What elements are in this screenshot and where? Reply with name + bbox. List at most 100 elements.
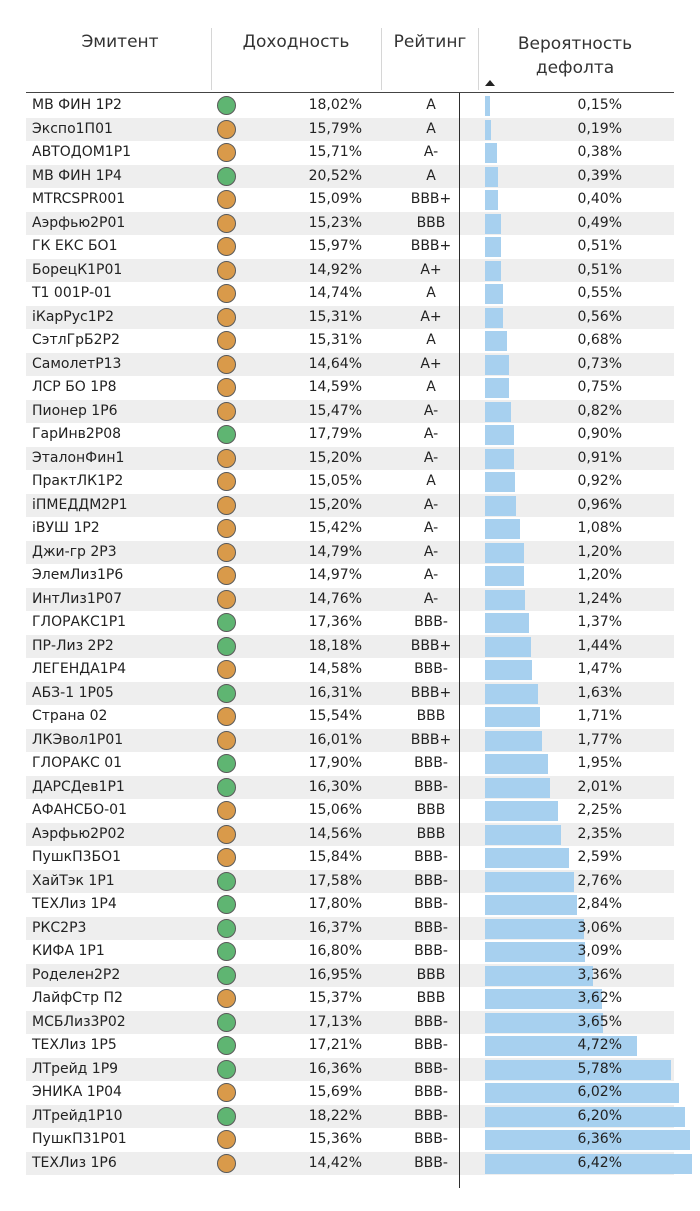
status-indicator-icon xyxy=(217,190,236,209)
table-row[interactable]: iПМЕДДМ2Р1 15,20% A- 0,96% xyxy=(26,493,674,517)
table-row[interactable]: Роделен2Р2 16,95% BBB 3,36% xyxy=(26,963,674,987)
table-row[interactable]: Аэрфью2Р02 14,56% BBB 2,35% xyxy=(26,822,674,846)
default-probability-bar xyxy=(485,166,498,187)
default-probability-cell: 1,95% xyxy=(577,755,622,771)
default-probability-cell: 0,92% xyxy=(577,473,622,489)
table-row[interactable]: Джи-гр 2Р3 14,79% A- 1,20% xyxy=(26,540,674,564)
table-row[interactable]: ДАРСДев1Р1 16,30% BBB- 2,01% xyxy=(26,775,674,799)
table-row[interactable]: ЛайфСтр П2 15,37% BBB 3,62% xyxy=(26,987,674,1011)
default-probability-bar xyxy=(485,895,577,915)
table-row[interactable]: ТЕХЛиз 1Р6 14,42% BBB- 6,42% xyxy=(26,1151,692,1175)
table-row[interactable]: iКарРус1Р2 15,31% A+ 0,56% xyxy=(26,305,674,329)
table-row[interactable]: АФАНСБО-01 15,06% BBB 2,25% xyxy=(26,799,674,823)
yield-cell: 17,80% xyxy=(308,896,362,912)
table-row[interactable]: ГК ЕКС БО1 15,97% BBB+ 0,51% xyxy=(26,235,674,259)
issuer-cell: ИнтЛиз1Р07 xyxy=(32,590,123,607)
default-probability-cell: 3,62% xyxy=(577,990,622,1006)
rating-cell: A- xyxy=(423,567,439,583)
table-row[interactable]: Пионер 1Р6 15,47% A- 0,82% xyxy=(26,399,674,423)
issuer-cell: Роделен2Р2 xyxy=(32,966,121,983)
table-row[interactable]: ХайТэк 1Р1 17,58% BBB- 2,76% xyxy=(26,869,674,893)
table-row[interactable]: АБЗ-1 1Р05 16,31% BBB+ 1,63% xyxy=(26,681,674,705)
table-row[interactable]: ЭталонФин1 15,20% A- 0,91% xyxy=(26,446,674,470)
issuer-cell: Т1 001Р-01 xyxy=(32,285,112,301)
rating-cell: BBB xyxy=(416,990,446,1006)
table-row[interactable]: ПушкП31Р01 15,36% BBB- 6,36% xyxy=(26,1128,691,1152)
table-row[interactable]: МВ ФИН 1Р4 20,52% A 0,39% xyxy=(26,164,674,188)
column-separator xyxy=(381,28,382,90)
table-row[interactable]: iВУШ 1Р2 15,42% A- 1,08% xyxy=(26,517,674,541)
yield-cell: 15,31% xyxy=(308,308,362,325)
default-probability-cell: 1,71% xyxy=(577,708,622,724)
table-row[interactable]: ГЛОРАКС 01 17,90% BBB- 1,95% xyxy=(26,752,674,776)
status-indicator-icon xyxy=(217,824,236,844)
issuer-cell: ПушкП3БО1 xyxy=(32,849,122,865)
table-row[interactable]: ТЕХЛиз 1Р4 17,80% BBB- 2,84% xyxy=(26,893,674,917)
table-row[interactable]: ТЕХЛиз 1Р5 17,21% BBB- 4,72% xyxy=(26,1034,674,1058)
yield-cell: 15,69% xyxy=(308,1084,362,1100)
table-row[interactable]: MTRCSPR001 15,09% BBB+ 0,40% xyxy=(26,188,674,212)
table-row[interactable]: БорецК1Р01 14,92% A+ 0,51% xyxy=(26,258,674,282)
default-probability-bar xyxy=(485,472,515,492)
table-row[interactable]: ПрактЛК1Р2 15,05% A 0,92% xyxy=(26,470,674,494)
table-row[interactable]: МВ ФИН 1Р2 18,02% A 0,15% xyxy=(26,94,674,118)
table-row[interactable]: Т1 001Р-01 14,74% A 0,55% xyxy=(26,282,674,306)
yield-cell: 15,71% xyxy=(308,144,362,160)
default-probability-cell: 4,72% xyxy=(577,1037,622,1053)
default-probability-cell: 1,47% xyxy=(577,661,622,677)
status-indicator-icon xyxy=(217,307,236,327)
table-row[interactable]: ЛСР БО 1Р8 14,59% A 0,75% xyxy=(26,376,674,400)
table-row[interactable]: ЭлемЛиз1Р6 14,97% A- 1,20% xyxy=(26,564,674,588)
column-header-yield[interactable]: Доходность xyxy=(242,32,350,52)
default-probability-bar xyxy=(485,378,510,398)
table-row[interactable]: РКС2Р3 16,37% BBB- 3,06% xyxy=(26,916,674,940)
status-indicator-icon xyxy=(217,660,236,679)
table-row[interactable]: ЛКЭвол1Р01 16,01% BBB+ 1,77% xyxy=(26,728,674,752)
rating-cell: BBB- xyxy=(414,1060,448,1077)
default-probability-cell: 1,08% xyxy=(577,520,622,536)
status-indicator-icon xyxy=(217,401,236,421)
column-header-issuer[interactable]: Эмитент xyxy=(81,32,159,52)
table-row[interactable]: СэтлГрБ2Р2 15,31% A 0,68% xyxy=(26,329,674,353)
default-probability-bar xyxy=(485,307,504,328)
column-header-default-probability[interactable]: Вероятность дефолта xyxy=(480,32,670,80)
table-row[interactable]: Аэрфью2Р01 15,23% BBB 0,49% xyxy=(26,211,674,235)
default-probability-bar xyxy=(485,566,524,586)
table-row[interactable]: ЛТрейд1Р10 18,22% BBB- 6,20% xyxy=(26,1104,685,1128)
table-row[interactable]: АВТОДОМ1Р1 15,71% A- 0,38% xyxy=(26,141,674,165)
table-row[interactable]: ЛТрейд 1Р9 16,36% BBB- 5,78% xyxy=(26,1057,674,1081)
table-row[interactable]: ЭНИКА 1Р04 15,69% BBB- 6,02% xyxy=(26,1081,680,1105)
rating-cell: A- xyxy=(423,402,439,419)
yield-cell: 14,42% xyxy=(308,1154,362,1171)
yield-cell: 15,20% xyxy=(308,496,362,513)
issuer-cell: Экспо1П01 xyxy=(32,120,113,137)
table-row[interactable]: КИФА 1Р1 16,80% BBB- 3,09% xyxy=(26,940,674,964)
yield-cell: 16,95% xyxy=(308,966,362,983)
status-indicator-icon xyxy=(217,96,236,115)
sort-ascending-icon[interactable] xyxy=(485,80,495,86)
header-divider xyxy=(26,92,674,93)
status-indicator-icon xyxy=(217,331,236,350)
status-indicator-icon xyxy=(217,495,236,515)
issuer-cell: ЭНИКА 1Р04 xyxy=(32,1084,122,1100)
table-row[interactable]: ПР-Лиз 2Р2 18,18% BBB+ 1,44% xyxy=(26,634,674,658)
issuer-cell: КИФА 1Р1 xyxy=(32,943,105,959)
table-row[interactable]: СамолетР13 14,64% A+ 0,73% xyxy=(26,352,674,376)
default-probability-bar xyxy=(485,190,498,210)
default-probability-cell: 6,20% xyxy=(577,1107,622,1124)
table-row[interactable]: Экспо1П01 15,79% A 0,19% xyxy=(26,117,674,141)
yield-cell: 14,97% xyxy=(308,567,362,583)
yield-cell: 18,18% xyxy=(308,637,362,654)
table-row[interactable]: ЛЕГЕНДА1Р4 14,58% BBB- 1,47% xyxy=(26,658,674,682)
table-row[interactable]: ПушкП3БО1 15,84% BBB- 2,59% xyxy=(26,846,674,870)
table-row[interactable]: ГарИнв2Р08 17,79% A- 0,90% xyxy=(26,423,674,447)
table-row[interactable]: МСБЛиз3Р02 17,13% BBB- 3,65% xyxy=(26,1010,674,1034)
table-row[interactable]: Страна 02 15,54% BBB 1,71% xyxy=(26,705,674,729)
default-probability-cell: 0,38% xyxy=(577,144,622,160)
default-probability-bar xyxy=(485,1036,638,1056)
column-header-rating[interactable]: Рейтинг xyxy=(393,32,467,52)
default-probability-bar xyxy=(485,1012,603,1033)
table-row[interactable]: ИнтЛиз1Р07 14,76% A- 1,24% xyxy=(26,587,674,611)
yield-cell: 16,30% xyxy=(308,778,362,795)
table-row[interactable]: ГЛОРАКС1Р1 17,36% BBB- 1,37% xyxy=(26,611,674,635)
